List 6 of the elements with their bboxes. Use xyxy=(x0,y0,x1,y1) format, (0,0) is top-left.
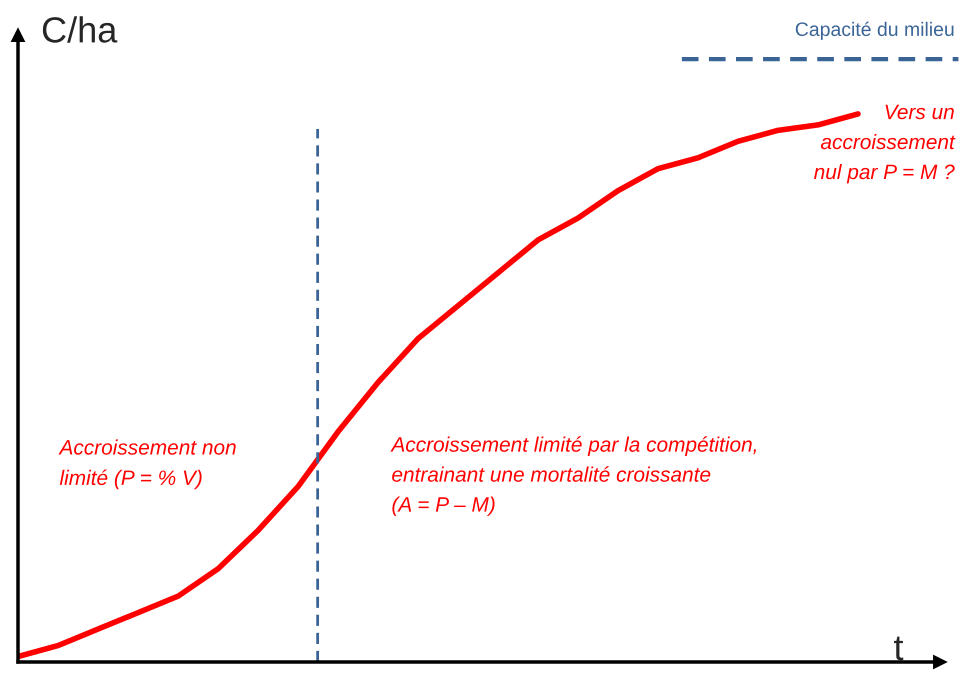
x-axis-title: t xyxy=(894,636,904,660)
ref-line-label: Capacité du milieu xyxy=(796,22,954,40)
annotation: Accroissement limité par la compétition, entrainant une mortalité croissante (A = P – M) xyxy=(390,436,756,516)
annotation: Vers un accroissement nul par P = M ? xyxy=(814,104,956,184)
annotation: Accroissement non limité (P = % V) xyxy=(58,439,236,490)
y-axis-title: C/ha xyxy=(42,16,118,43)
